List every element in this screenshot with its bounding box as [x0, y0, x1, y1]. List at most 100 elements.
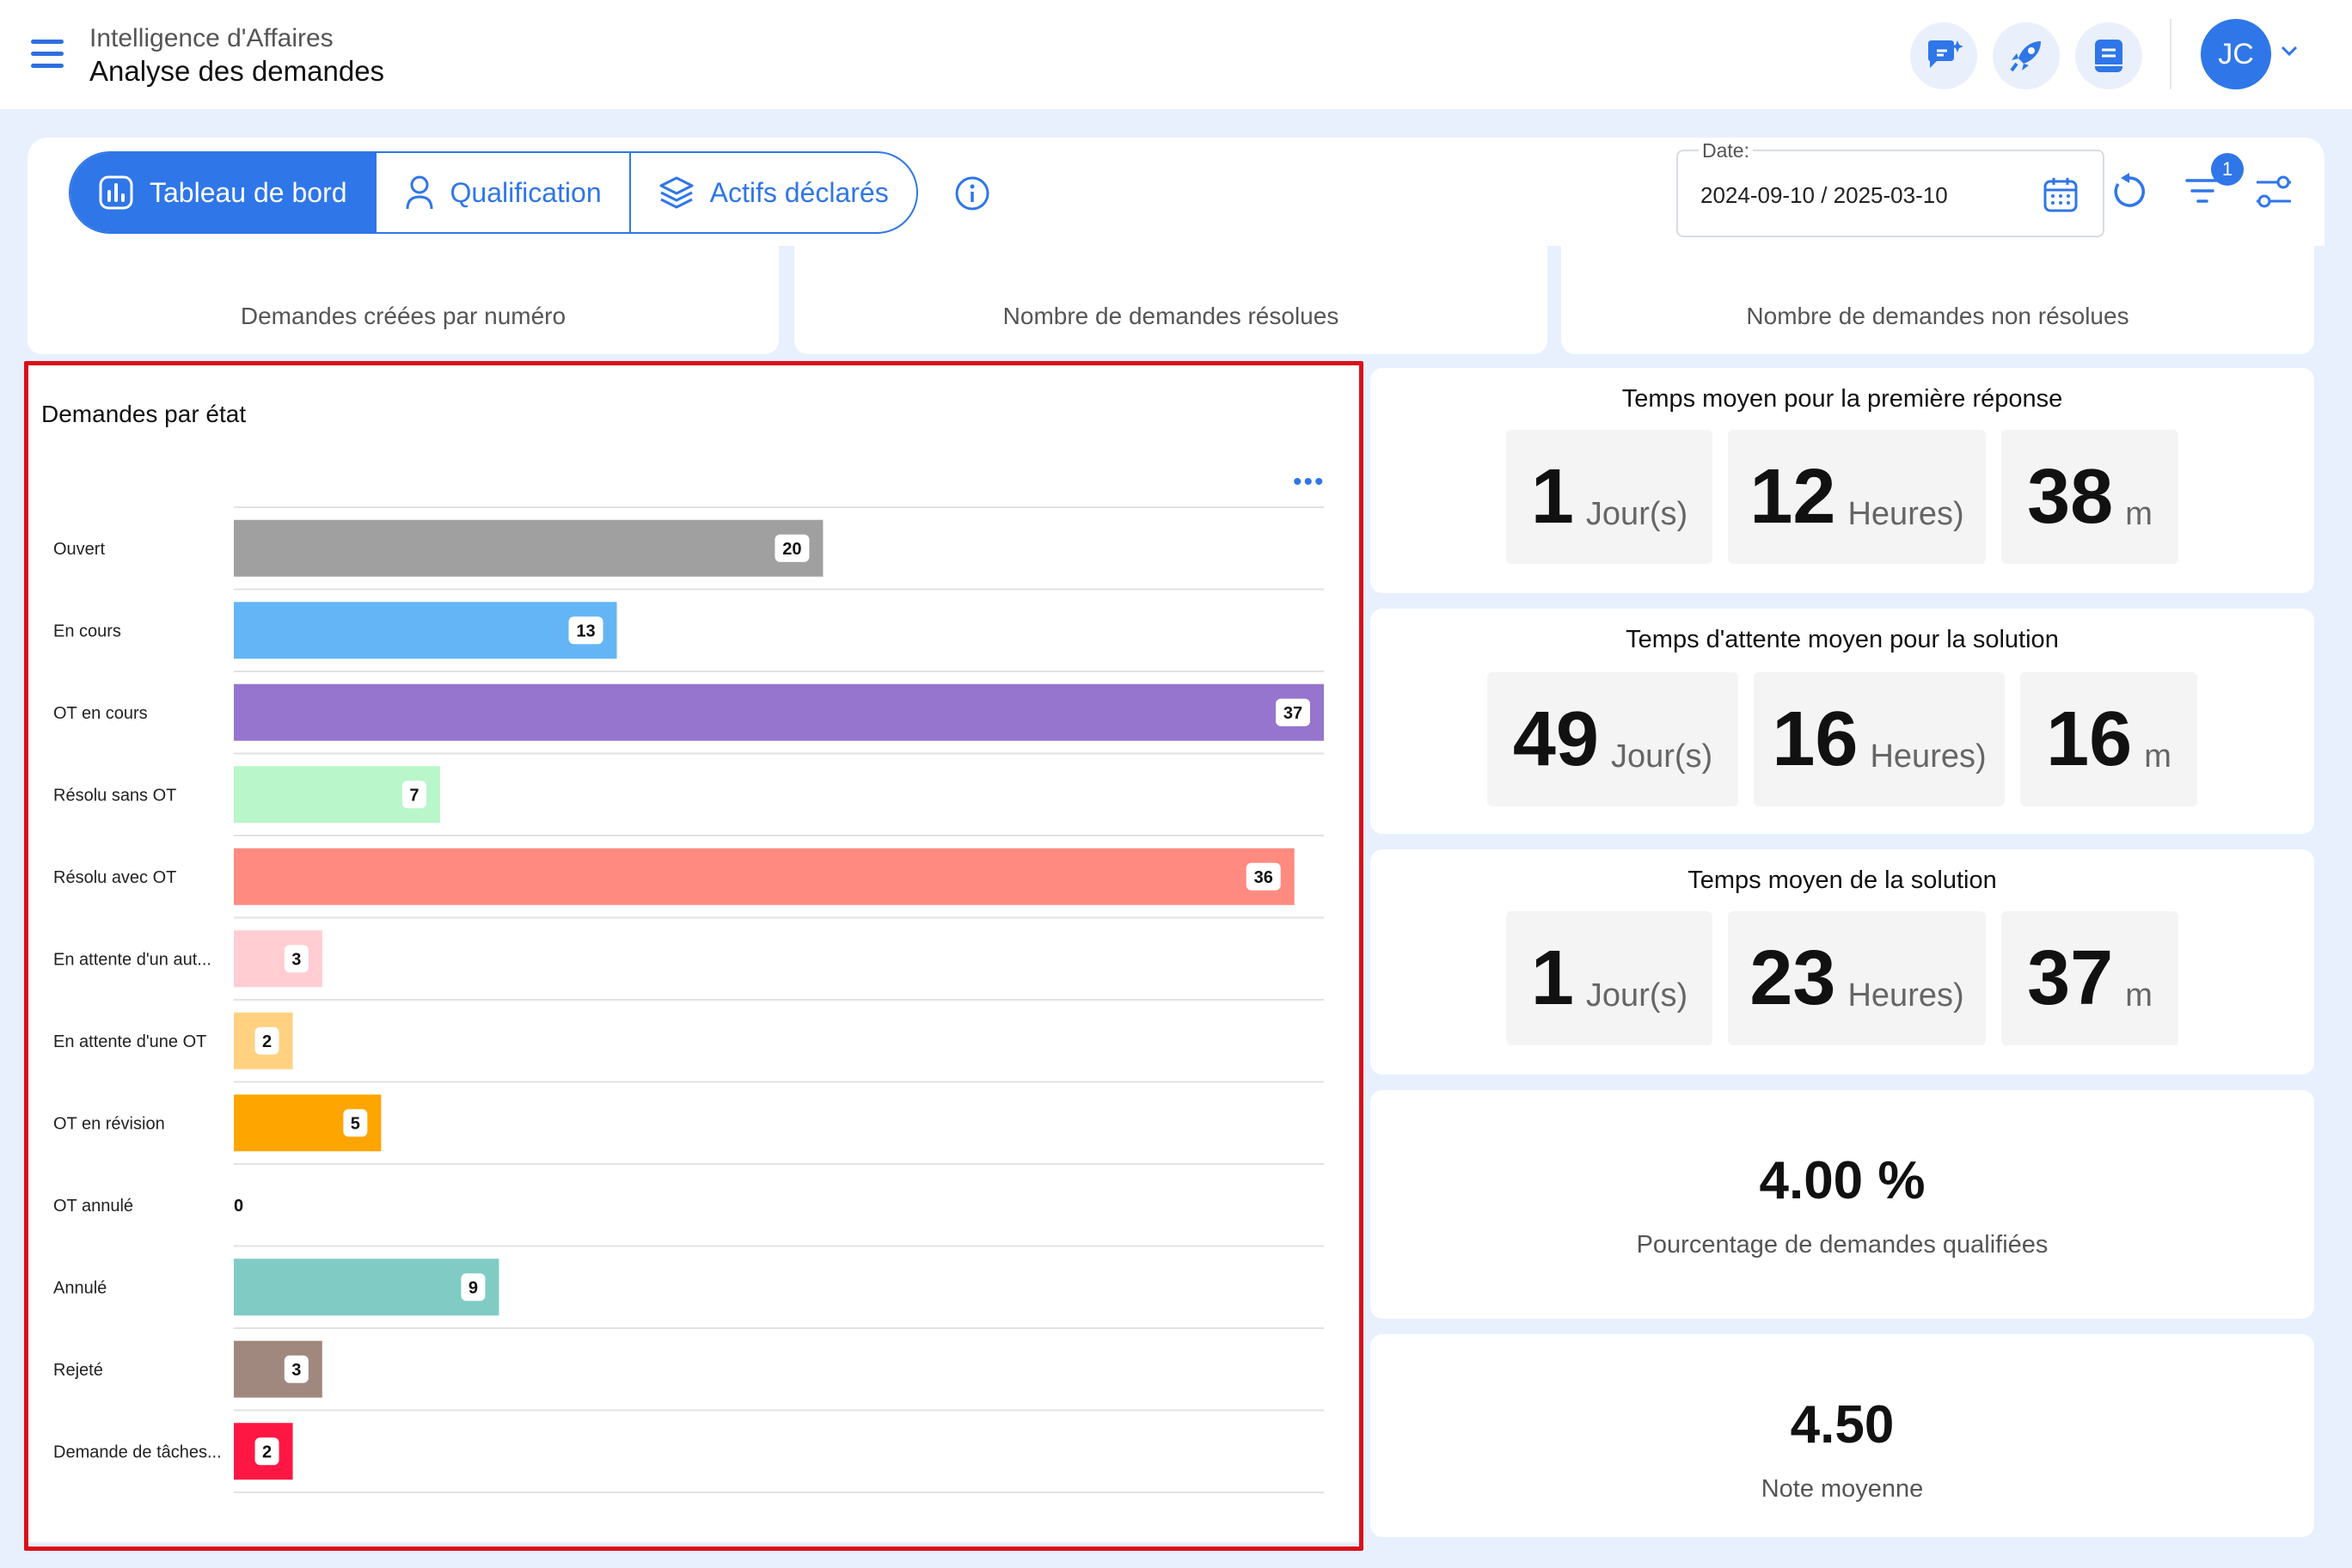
data-label-bg — [1276, 698, 1310, 726]
app-header: Intelligence d'Affaires Analyse des dema… — [0, 0, 2352, 109]
docs-button[interactable] — [2075, 22, 2142, 89]
data-label: 7 — [409, 786, 419, 805]
metric-card-qualified-percentage: 4.00 % Pourcentage de demandes qualifiée… — [1370, 1090, 2314, 1319]
data-label: 2 — [262, 1032, 272, 1051]
metric-card-average-rating: 4.50 Note moyenne — [1370, 1334, 2314, 1537]
data-label-bg — [254, 1026, 279, 1055]
data-label: 36 — [1254, 868, 1273, 887]
hours-value: 16 — [1772, 695, 1859, 782]
days-value: 1 — [1530, 934, 1574, 1021]
metric-card-first-response: Temps moyen pour la première réponse 1 Jo… — [1370, 368, 2314, 593]
bar — [234, 1259, 499, 1316]
qualified-percentage-label: Pourcentage de demandes qualifiées — [1636, 1231, 2049, 1259]
data-label-bg — [284, 1355, 309, 1383]
chart-title: Demandes par état — [41, 401, 247, 427]
days-box: 1 Jour(s) — [1506, 911, 1712, 1045]
date-range-field[interactable]: Date: 2024-09-10 / 2025-03-10 — [1676, 139, 2104, 237]
data-label-bg — [775, 534, 810, 562]
sliders-icon[interactable] — [2254, 172, 2294, 211]
category-label: Ouvert — [53, 540, 105, 559]
minutes-box: 16 m — [2020, 672, 2197, 806]
info-icon[interactable] — [954, 175, 990, 211]
category-label: OT en révision — [53, 1114, 165, 1133]
filter-count-badge: 1 — [2211, 153, 2244, 186]
hours-unit: Heures) — [1847, 977, 1964, 1014]
data-label: 5 — [351, 1114, 360, 1133]
tab-actifs-declares[interactable]: Actifs déclarés — [631, 153, 916, 232]
data-label: 13 — [576, 622, 595, 640]
days-unit: Jour(s) — [1585, 495, 1688, 532]
data-label: 2 — [262, 1442, 272, 1461]
data-label-bg — [568, 616, 603, 645]
date-range-value: 2024-09-10 / 2025-03-10 — [1700, 182, 1948, 208]
days-unit: Jour(s) — [1610, 738, 1713, 775]
metric-card-avg-solution: Temps moyen de la solution 1 Jour(s) 23 He… — [1370, 849, 2314, 1075]
category-label: Résolu sans OT — [53, 786, 176, 805]
minutes-value: 16 — [2046, 695, 2133, 782]
hours-value: 12 — [1749, 453, 1836, 540]
hours-unit: Heures) — [1847, 495, 1964, 532]
category-label: Annulé — [53, 1278, 107, 1297]
minutes-unit: m — [2125, 977, 2153, 1014]
kpi-card-resolved: Nombre de demandes résolues — [794, 246, 1547, 354]
category-label: Demande de tâches... — [53, 1442, 222, 1461]
days-unit: Jour(s) — [1585, 977, 1688, 1014]
category-label: OT annulé — [53, 1197, 133, 1216]
days-box: 49 Jour(s) — [1487, 672, 1738, 806]
minutes-box: 37 m — [2001, 911, 2178, 1045]
calendar-icon[interactable] — [2043, 175, 2079, 213]
data-label: 3 — [291, 950, 301, 969]
more-options-icon[interactable]: ••• — [1293, 468, 1326, 496]
user-avatar[interactable]: JC — [2201, 19, 2271, 89]
data-label-bg — [284, 945, 309, 973]
bar — [234, 848, 1295, 905]
data-label: 9 — [469, 1278, 478, 1297]
header-divider — [2170, 19, 2171, 89]
bar — [234, 930, 322, 988]
chart-card-demandes-par-etat: Demandes par état ••• Ouvert 20 En cours 13… — [28, 364, 1358, 1542]
hamburger-menu-icon[interactable] — [31, 40, 64, 69]
data-label-bg — [343, 1109, 368, 1137]
breadcrumb-section: Intelligence d'Affaires — [89, 24, 334, 52]
hours-box: 23 Heures) — [1728, 911, 1986, 1045]
category-label: OT en cours — [53, 704, 148, 723]
chat-sparkle-icon — [1928, 40, 1963, 68]
chevron-down-icon[interactable] — [2280, 45, 2299, 57]
tab-tableau-de-bord[interactable]: Tableau de bord — [70, 153, 377, 232]
tab-qualification[interactable]: Qualification — [377, 153, 631, 232]
data-label: 20 — [782, 540, 801, 559]
days-value: 1 — [1530, 453, 1574, 540]
days-value: 49 — [1512, 695, 1599, 782]
category-label: Résolu avec OT — [53, 868, 176, 887]
bar — [234, 519, 824, 577]
date-range-label: Date: — [1699, 139, 1753, 162]
kpi-label: Nombre de demandes non résolues — [1746, 303, 2129, 329]
category-label: En attente d'une OT — [53, 1032, 206, 1051]
tab-label: Tableau de bord — [150, 176, 347, 208]
category-label: Rejeté — [53, 1361, 103, 1380]
tab-label: Qualification — [450, 176, 602, 208]
minutes-value: 38 — [2027, 453, 2114, 540]
data-label-bg — [461, 1273, 486, 1302]
kpi-card-created: Demandes créées par numéro — [28, 246, 779, 354]
hours-value: 23 — [1749, 934, 1836, 1021]
user-icon — [406, 175, 433, 210]
refresh-icon[interactable] — [2110, 172, 2149, 211]
category-label: En cours — [53, 622, 121, 640]
metric-card-wait-solution: Temps d'attente moyen pour la solution 4… — [1370, 609, 2314, 834]
category-label: En attente d'un aut... — [53, 950, 211, 969]
days-box: 1 Jour(s) — [1506, 430, 1712, 564]
ai-chat-button[interactable] — [1910, 22, 1977, 89]
kpi-label: Demandes créées par numéro — [240, 303, 567, 329]
kpi-card-unresolved: Nombre de demandes non résolues — [1561, 246, 2314, 354]
data-label: 0 — [234, 1197, 243, 1216]
launch-button[interactable] — [1993, 22, 2060, 89]
data-label: 3 — [291, 1361, 301, 1380]
book-icon — [2095, 40, 2122, 72]
page-title: Analyse des demandes — [89, 55, 385, 87]
bar — [234, 683, 1324, 741]
minutes-unit: m — [2144, 738, 2171, 775]
filter-lines-icon[interactable] — [2184, 175, 2221, 206]
metric-title: Temps d'attente moyen pour la solution — [1626, 626, 2059, 653]
